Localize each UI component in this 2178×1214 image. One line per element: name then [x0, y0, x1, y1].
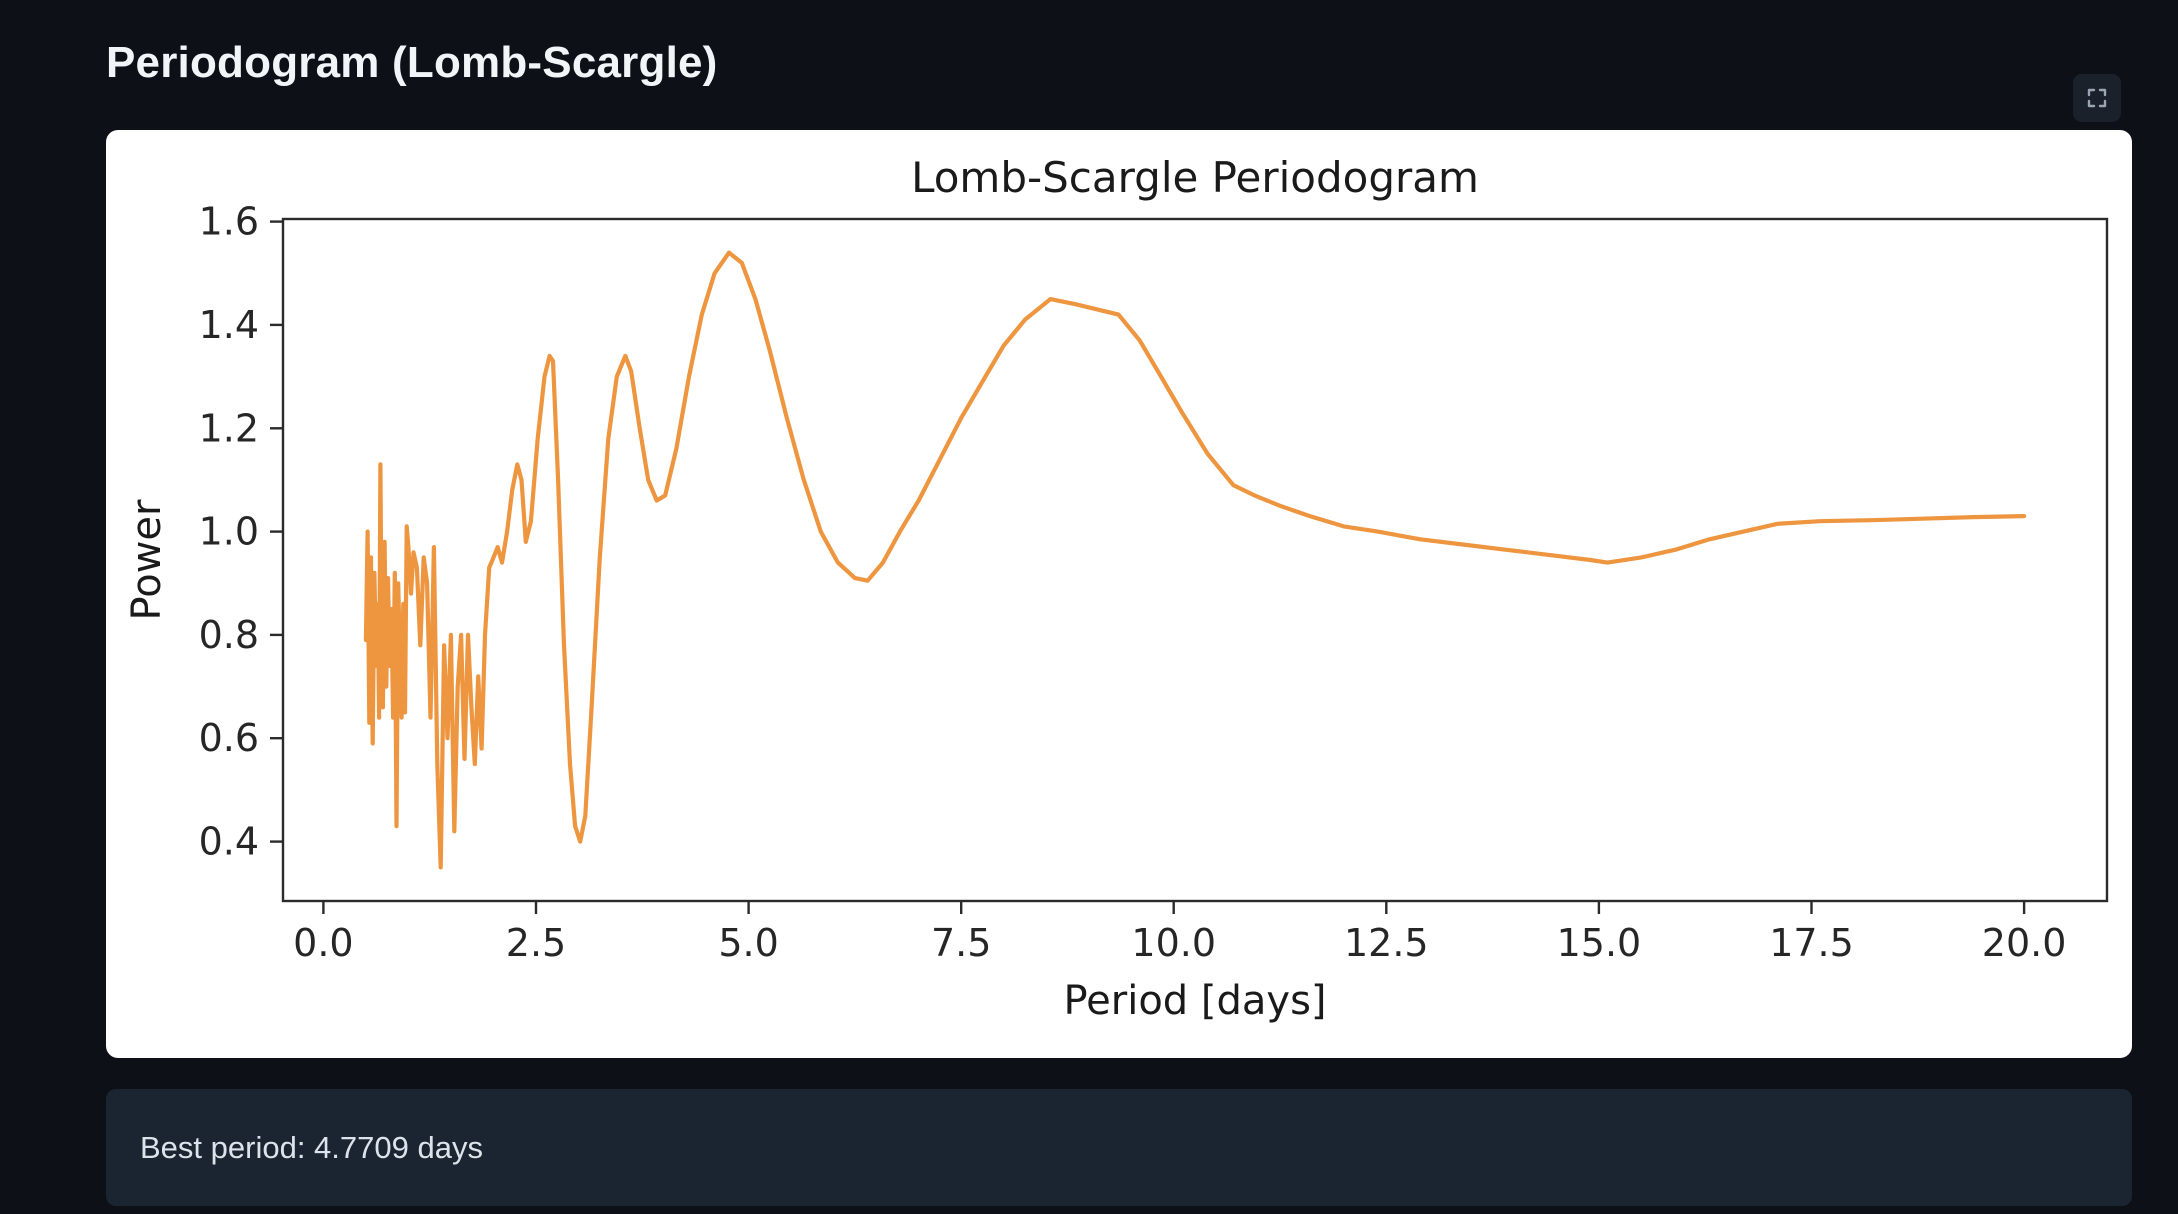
x-axis-label: Period [days] — [1063, 978, 1326, 1024]
fullscreen-button[interactable] — [2073, 74, 2121, 122]
y-tick-label: 1.6 — [199, 200, 259, 244]
plot-frame — [281, 217, 2109, 903]
x-tick-label: 20.0 — [1982, 921, 2067, 965]
x-tick-label: 15.0 — [1557, 921, 1642, 965]
fullscreen-icon — [2087, 88, 2107, 108]
x-tick-label: 2.5 — [506, 921, 566, 965]
power-line — [363, 250, 2027, 870]
x-tick-label: 10.0 — [1131, 921, 1216, 965]
status-bar: Best period: 4.7709 days — [106, 1089, 2132, 1206]
y-tick-label: 0.6 — [199, 716, 259, 760]
y-tick-label: 1.4 — [199, 303, 259, 347]
best-period-text: Best period: 4.7709 days — [140, 1129, 483, 1165]
periodogram-svg: 0.0 2.5 5.0 7.5 10.0 12.5 15.0 17.5 20.0 0.4 0.6 0.… — [124, 153, 2109, 1024]
y-tick-label: 1.2 — [199, 406, 259, 450]
y-tick-label: 0.4 — [199, 820, 259, 864]
page-header: Periodogram (Lomb-Scargle) — [106, 38, 2018, 88]
x-tick-label: 7.5 — [931, 921, 991, 965]
x-tick-label: 5.0 — [718, 921, 778, 965]
x-tick-label: 17.5 — [1769, 921, 1854, 965]
y-tick-label: 1.0 — [199, 510, 259, 554]
y-tick-label: 0.8 — [199, 613, 259, 657]
y-axis-label: Power — [124, 499, 170, 620]
x-tick-label: 12.5 — [1344, 921, 1429, 965]
chart-title: Lomb-Scargle Periodogram — [911, 153, 1479, 202]
page-title: Periodogram (Lomb-Scargle) — [106, 38, 718, 87]
x-tick-label: 0.0 — [293, 921, 353, 965]
chart-card: 0.0 2.5 5.0 7.5 10.0 12.5 15.0 17.5 20.0 0.4 0.6 0.… — [106, 130, 2132, 1058]
